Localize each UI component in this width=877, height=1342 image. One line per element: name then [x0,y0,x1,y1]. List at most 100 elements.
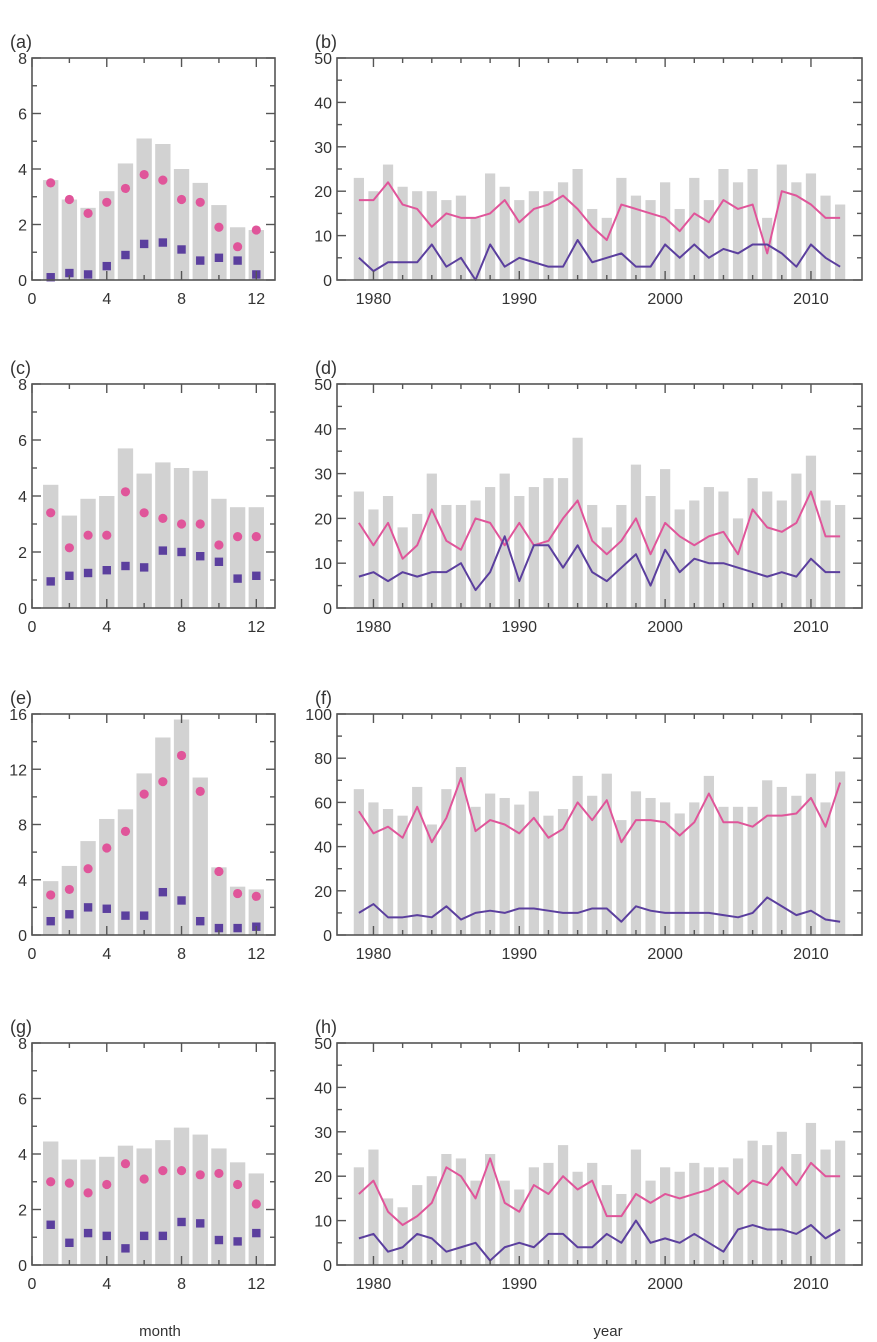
point-square [139,563,149,572]
point-circle [195,197,205,207]
series-purple [46,238,261,282]
bar [805,1122,817,1265]
series-purple [358,896,841,923]
bar [732,182,744,280]
point-circle [251,1199,261,1209]
bar [499,1180,510,1265]
bar [805,455,817,608]
bar [674,509,685,608]
bar [630,791,642,935]
bar [791,1154,802,1265]
bar [248,507,264,608]
point-circle [83,530,93,540]
bar [192,470,208,608]
point-square [46,916,55,926]
bar [382,164,394,280]
series-line [358,535,841,592]
y-tick-label: 50 [314,377,332,394]
bar [412,1185,423,1265]
point-circle [251,891,261,901]
y-tick-label: 60 [314,795,332,812]
point-square [233,1237,242,1246]
point-square [233,923,242,933]
bar [192,1134,208,1265]
bar [441,504,452,608]
panel-label: (e) [10,688,32,708]
x-tick-label: 2000 [647,946,683,963]
x-tick-label: 0 [28,1276,37,1293]
point-circle [214,1168,224,1179]
bar [689,802,700,935]
x-tick-label: 0 [28,946,37,963]
point-circle [120,1159,131,1169]
point-square [121,911,130,920]
point-circle [64,884,74,895]
bar [117,809,134,935]
bar [630,1149,642,1265]
bar [353,177,364,280]
bar [630,464,642,608]
x-tick-label: 0 [28,291,37,308]
point-square [196,256,205,265]
point-circle [158,1166,168,1176]
y-tick-label: 4 [18,1147,27,1164]
y-tick-label: 10 [314,556,332,573]
bar [732,1158,744,1265]
bar [382,1198,394,1265]
point-square [158,546,168,555]
series-pink [46,1159,261,1209]
bar [572,1171,583,1265]
point-circle [214,222,224,232]
bar [485,793,496,935]
bar [820,1149,831,1265]
point-circle [139,508,149,518]
bar [43,484,59,608]
y-tick-label: 20 [314,884,332,901]
panel-label: (g) [10,1017,32,1037]
bar [211,867,227,935]
x-tick-label: 2010 [793,291,829,308]
y-tick-label: 4 [18,873,27,890]
bar [674,813,685,935]
bar [645,200,656,280]
point-square [65,910,74,919]
bar [835,204,846,280]
bar [353,491,364,608]
bar [543,815,554,935]
y-tick-label: 20 [314,511,332,528]
x-tick-label: 4 [102,619,111,636]
x-tick-label: 2000 [647,619,683,636]
bar [543,478,554,608]
point-square [177,896,186,905]
bar [747,478,758,608]
y-tick-label: 40 [314,95,332,112]
bar [747,1140,758,1265]
bar [762,217,773,280]
bar [211,1148,227,1265]
bar [499,473,510,608]
series-purple [46,887,261,933]
point-square [252,1228,261,1238]
bar [616,504,627,608]
bar [229,227,246,280]
panel-b: (b) 0 10 20 30 40 50 1980 1990 2000 2010 [314,32,863,308]
bar [718,169,729,280]
series-line [358,239,841,281]
bar [248,1173,264,1265]
point-square [177,245,186,254]
y-tick-label: 2 [18,1203,27,1220]
point-circle [46,508,56,518]
series-pink [358,1157,841,1227]
bar [660,802,671,935]
bar [499,186,510,280]
point-circle [233,242,243,252]
y-tick-label: 10 [314,1214,332,1231]
bar [703,200,714,280]
y-tick-label: 0 [18,1258,27,1275]
bar [499,797,510,935]
point-circle [102,197,112,207]
bar [543,1162,554,1265]
bar [441,789,452,935]
point-square [121,250,130,260]
